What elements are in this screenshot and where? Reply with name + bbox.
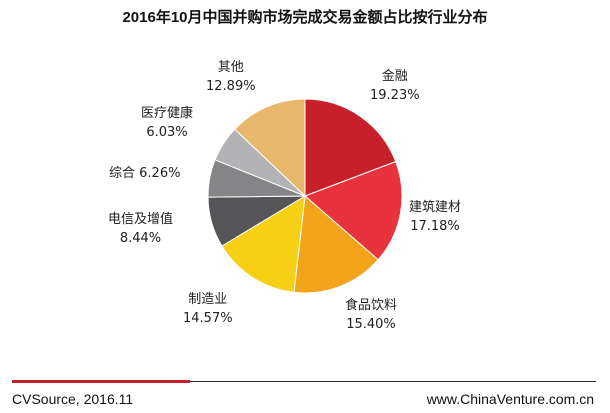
slice-percent: 8.44% xyxy=(119,231,162,246)
slice-name: 建筑建材 xyxy=(409,200,462,215)
slice-name: 金融 xyxy=(381,69,408,84)
slice-percent: 15.40% xyxy=(346,317,396,332)
slice-percent: 6.26% xyxy=(139,166,181,181)
slice-name: 综合 xyxy=(109,166,136,181)
slice-label-healthcare: 医疗健康 6.03% xyxy=(141,104,193,142)
slice-label-food-beverage: 食品饮料 15.40% xyxy=(345,296,397,334)
slice-label-other: 其他 12.89% xyxy=(206,58,256,96)
slice-percent: 19.23% xyxy=(370,88,420,103)
pie-slice-3 xyxy=(221,195,306,293)
pie-slice-7 xyxy=(234,98,306,198)
slice-percent: 17.18% xyxy=(410,219,460,234)
slice-name: 食品饮料 xyxy=(345,298,398,313)
pie-slice-2 xyxy=(293,194,379,294)
pie-slice-0 xyxy=(304,98,397,197)
source-note: CVSource, 2016.11 xyxy=(12,391,134,407)
slice-label-telecom: 电信及增值 8.44% xyxy=(108,210,173,248)
slice-percent: 6.03% xyxy=(146,125,188,140)
slice-name: 医疗健康 xyxy=(141,106,194,121)
slice-label-finance: 金融 19.23% xyxy=(370,67,420,105)
footer-accent-line xyxy=(12,380,190,383)
slice-label-manufacturing: 制造业 14.57% xyxy=(183,290,233,328)
footer-divider xyxy=(190,381,596,382)
slice-percent: 14.57% xyxy=(183,311,233,326)
slice-percent: 12.89% xyxy=(206,79,256,94)
pie-slice-1 xyxy=(304,160,403,261)
website-link[interactable]: www.ChinaVenture.com.cn xyxy=(426,391,594,407)
slice-label-construction: 建筑建材 17.18% xyxy=(409,198,461,236)
slice-name: 电信及增值 xyxy=(108,212,174,227)
slice-name: 其他 xyxy=(217,60,244,75)
slice-label-comprehensive: 综合 6.26% xyxy=(109,164,180,183)
slice-name: 制造业 xyxy=(188,292,228,307)
chart-title: 2016年10月中国并购市场完成交易金额占比按行业分布 xyxy=(122,9,488,26)
